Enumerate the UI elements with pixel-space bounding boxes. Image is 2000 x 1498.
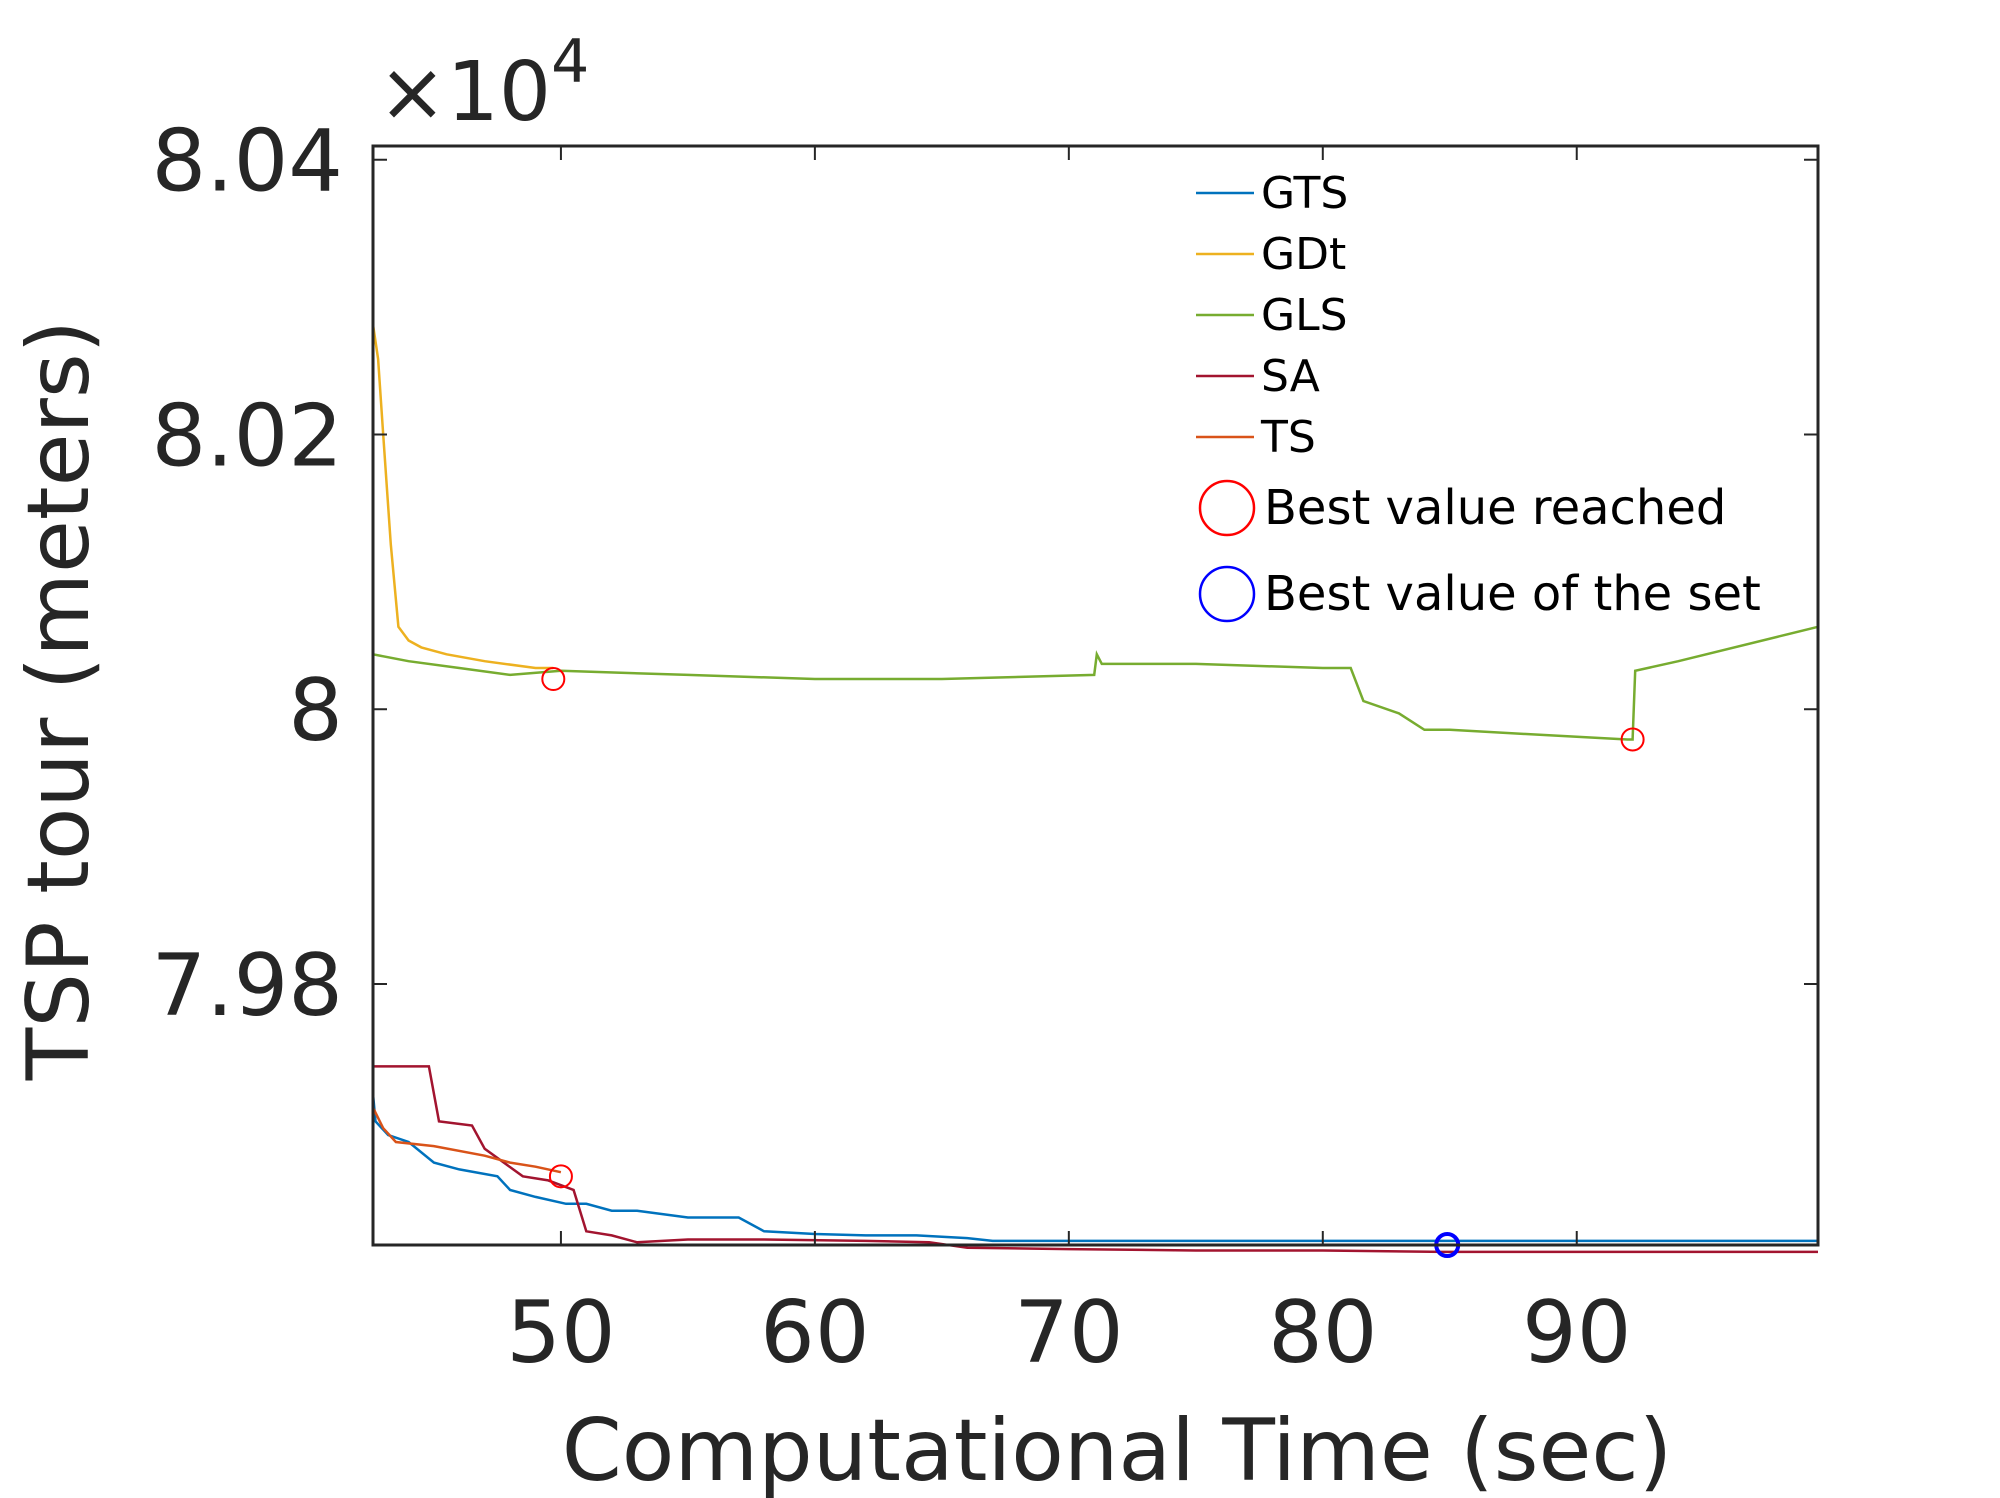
y-tick-label: 8.04 [152,112,343,212]
best-value-reached-marker-3 [1620,727,1645,752]
legend-label-gdt: GDt [1261,229,1346,280]
best-value-reached-marker-1 [541,667,566,692]
y-axis-exponent-power: 4 [551,27,589,97]
legend-swatch-best-value-of-the-set [1198,565,1256,623]
legend-label-gts: GTS [1261,168,1348,219]
y-tick-label: 8.02 [152,386,343,486]
legend-label-ts: TS [1260,412,1316,463]
x-tick-label: 80 [1268,1283,1377,1383]
axes-box [371,144,1820,1247]
tick-layer: 50 60 70 80 90 7.98 8 8.02 8.04 [152,112,1818,1383]
x-tick-label: 70 [1014,1283,1123,1383]
series-line-gdt [371,324,554,670]
series-line-ts [371,1107,562,1174]
legend-label-sa: SA [1261,351,1320,402]
y-axis-label: TSP tour (meters) [9,320,109,1081]
x-axis-label: Computational Time (sec) [562,1401,1673,1498]
legend-label-best-value-reached: Best value reached [1264,480,1726,536]
legend-swatch-best-value-reached [1198,479,1256,537]
legend-label-gls: GLS [1261,290,1348,341]
legend: GTS GDt GLS SA TS Best value reached Best valu… [1196,168,1761,623]
x-tick-label: 60 [760,1283,869,1383]
series-line-sa [373,1065,1818,1254]
legend-label-best-value-of-the-set: Best value of the set [1264,566,1761,622]
x-tick-label: 90 [1522,1283,1631,1383]
y-tick-label: 8 [288,661,343,761]
y-axis-exponent: ×104 [378,27,589,140]
best-value-reached-marker-2 [548,1164,573,1189]
y-axis-exponent-base: ×10 [378,45,551,140]
x-tick-label: 50 [506,1283,615,1383]
y-tick-label: 7.98 [152,936,343,1036]
series-line-gts [371,1093,1818,1243]
